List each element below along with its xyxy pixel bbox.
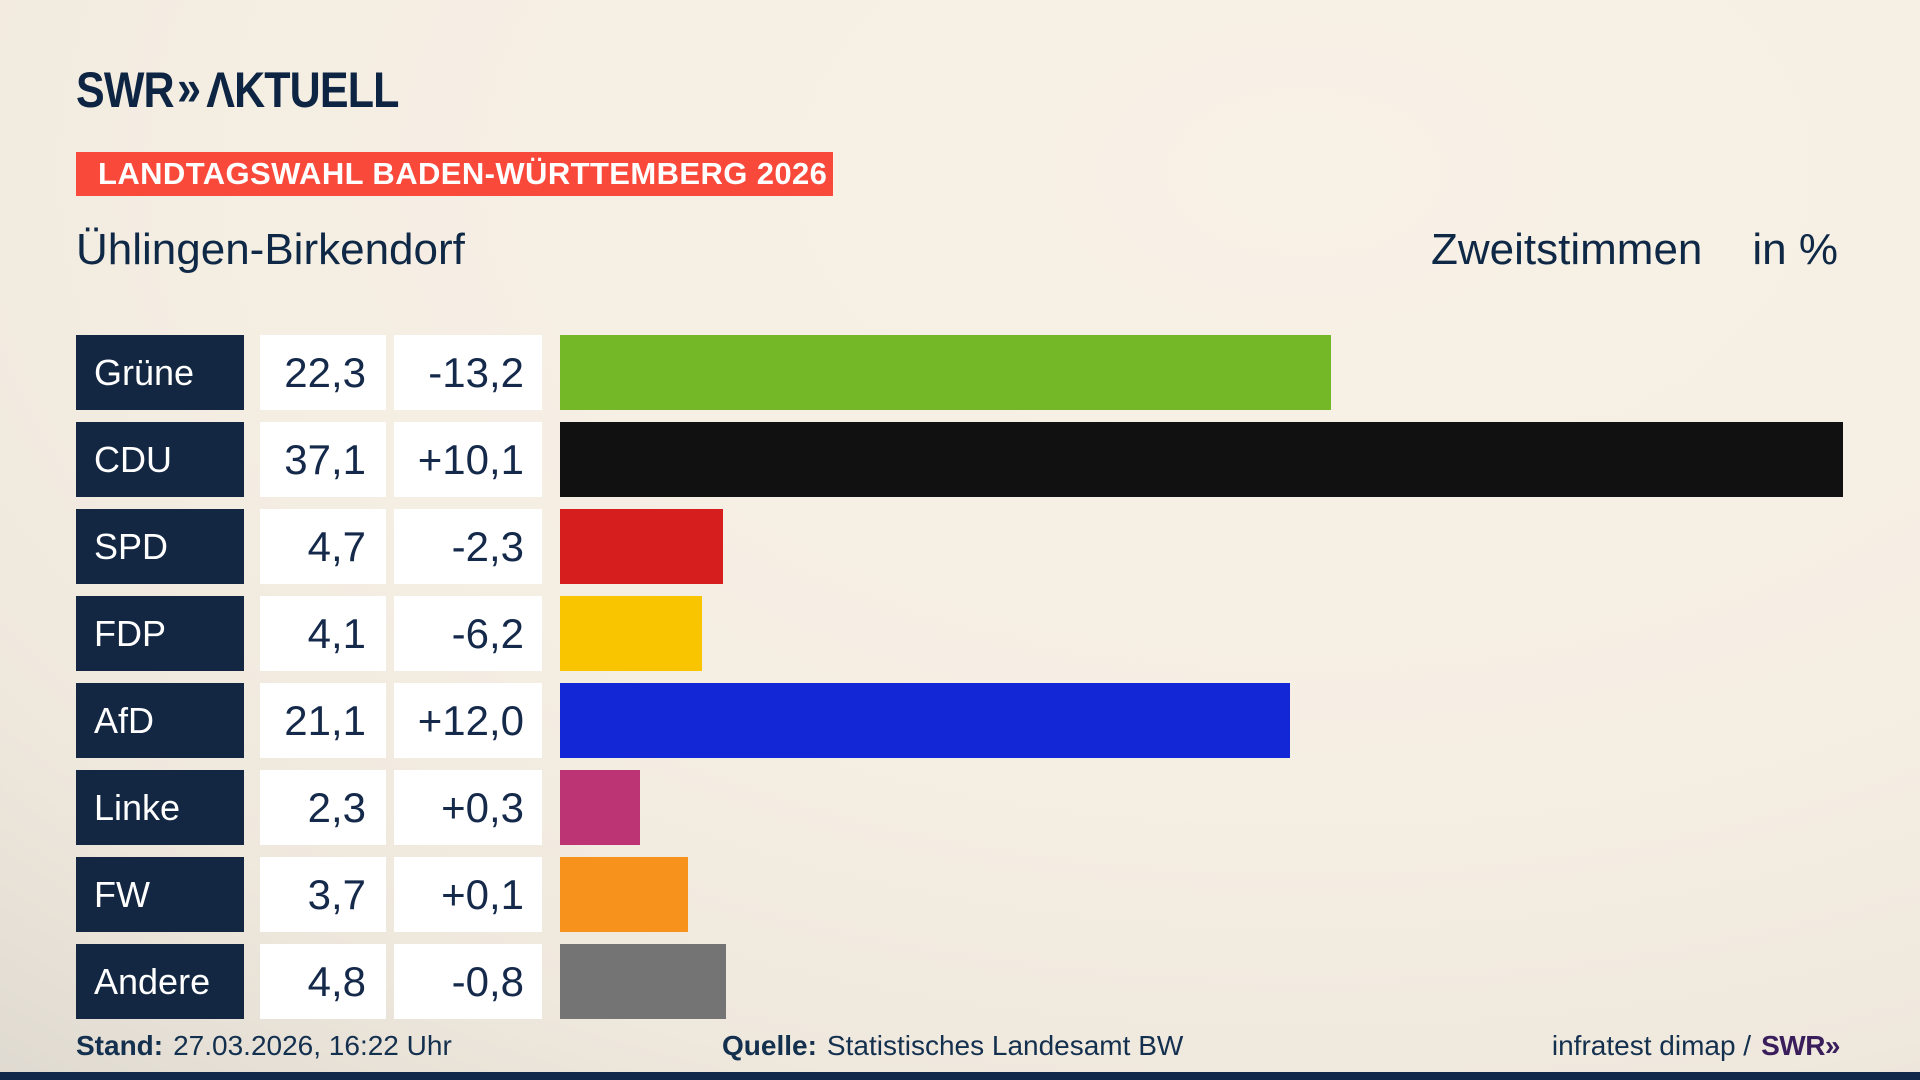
- party-value: 2,3: [260, 770, 386, 845]
- party-bar: [560, 770, 640, 845]
- swr-chevrons-icon: »: [177, 60, 201, 116]
- title-bar: Ühlingen-Birkendorf Zweitstimmen in %: [76, 222, 1838, 278]
- credit-swr-logo: SWR»: [1761, 1030, 1840, 1061]
- party-label: Linke: [76, 770, 244, 845]
- election-banner: LANDTAGSWAHL BADEN-WÜRTTEMBERG 2026: [76, 152, 833, 196]
- party-bar: [560, 422, 1843, 497]
- credit-info: infratest dimap / SWR»: [1551, 1026, 1841, 1066]
- source-value: Statistisches Landesamt BW: [826, 1030, 1184, 1061]
- party-value: 22,3: [260, 335, 386, 410]
- party-label: Andere: [76, 944, 244, 1019]
- party-change: +10,1: [394, 422, 542, 497]
- aktuell-logo-text: ΛKTUELL: [206, 62, 399, 118]
- party-row: Grüne 22,3 -13,2: [0, 335, 1920, 410]
- party-value: 21,1: [260, 683, 386, 758]
- stand-info: Stand: 27.03.2026, 16:22 Uhr: [76, 1026, 452, 1066]
- party-row: Andere 4,8 -0,8: [0, 944, 1920, 1019]
- source-label: Quelle:: [722, 1030, 817, 1061]
- party-row: CDU 37,1 +10,1: [0, 422, 1920, 497]
- party-row: Linke 2,3 +0,3: [0, 770, 1920, 845]
- party-value: 37,1: [260, 422, 386, 497]
- party-bar: [560, 944, 726, 1019]
- source-info: Quelle: Statistisches Landesamt BW: [722, 1026, 1183, 1066]
- party-bar: [560, 335, 1331, 410]
- footer: Stand: 27.03.2026, 16:22 Uhr Quelle: Sta…: [0, 1026, 1920, 1066]
- party-label: Grüne: [76, 335, 244, 410]
- party-label: FW: [76, 857, 244, 932]
- party-change: +0,3: [394, 770, 542, 845]
- party-change: -6,2: [394, 596, 542, 671]
- party-bar: [560, 509, 723, 584]
- stand-value: 27.03.2026, 16:22 Uhr: [173, 1030, 452, 1061]
- party-change: +0,1: [394, 857, 542, 932]
- party-change: -0,8: [394, 944, 542, 1019]
- bottom-navy-bar: [0, 1072, 1920, 1080]
- party-bar: [560, 596, 702, 671]
- party-change: -2,3: [394, 509, 542, 584]
- credit-text: infratest dimap /: [1551, 1030, 1752, 1061]
- subtitle-measure: Zweitstimmen: [1431, 225, 1703, 274]
- party-bar: [560, 857, 688, 932]
- party-value: 4,1: [260, 596, 386, 671]
- swr-aktuell-logo: SWR» ΛKTUELL: [76, 60, 399, 118]
- party-change: -13,2: [394, 335, 542, 410]
- party-value: 4,8: [260, 944, 386, 1019]
- swr-logo-text: SWR: [76, 62, 175, 118]
- party-row: SPD 4,7 -2,3: [0, 509, 1920, 584]
- party-label: AfD: [76, 683, 244, 758]
- party-value: 3,7: [260, 857, 386, 932]
- stand-label: Stand:: [76, 1030, 164, 1061]
- municipality-title: Ühlingen-Birkendorf: [76, 225, 465, 274]
- party-change: +12,0: [394, 683, 542, 758]
- party-label: SPD: [76, 509, 244, 584]
- chart-subtitle: Zweitstimmen in %: [1431, 225, 1838, 275]
- party-value: 4,7: [260, 509, 386, 584]
- party-row: AfD 21,1 +12,0: [0, 683, 1920, 758]
- subtitle-unit: in %: [1752, 225, 1838, 274]
- party-label: CDU: [76, 422, 244, 497]
- election-banner-text: LANDTAGSWAHL BADEN-WÜRTTEMBERG 2026: [98, 156, 828, 191]
- party-row: FDP 4,1 -6,2: [0, 596, 1920, 671]
- party-row: FW 3,7 +0,1: [0, 857, 1920, 932]
- party-bar: [560, 683, 1290, 758]
- party-label: FDP: [76, 596, 244, 671]
